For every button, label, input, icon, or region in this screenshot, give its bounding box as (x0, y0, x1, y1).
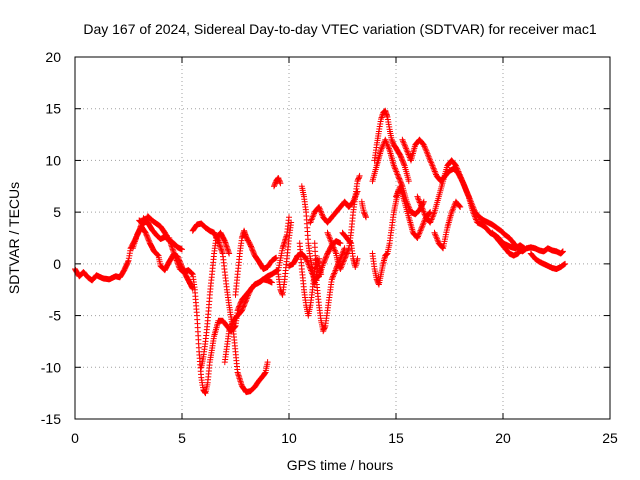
data-point-track (431, 198, 464, 252)
data-point-track (271, 175, 284, 190)
data-point-track (129, 223, 196, 292)
y-tick-label: -15 (41, 411, 61, 427)
data-point-track (221, 276, 275, 366)
data-point-track (232, 227, 280, 298)
data-point-track (307, 188, 361, 226)
y-tick-label: 15 (45, 101, 61, 117)
chart-title: Day 167 of 2024, Sidereal Day-to-day VTE… (83, 21, 596, 37)
data-point-track (371, 107, 412, 185)
data-point-track (527, 250, 569, 272)
x-tick-label: 20 (495, 430, 511, 446)
data-point-track (189, 220, 271, 396)
tick-labels: 0 5 10 15 20 25 -15 -10 -5 0 5 10 15 20 (41, 49, 618, 446)
data-point-track (339, 229, 361, 270)
x-tick-label: 15 (388, 430, 404, 446)
y-tick-label: 20 (45, 49, 61, 65)
axis-ticks (74, 56, 611, 420)
x-tick-label: 10 (281, 430, 297, 446)
data-point-track (489, 229, 526, 259)
y-axis-label: SDTVAR / TECUs (6, 182, 22, 294)
y-tick-label: -5 (49, 308, 62, 324)
y-tick-label: -10 (41, 359, 61, 375)
data-point-track (275, 219, 295, 298)
data-points (72, 107, 569, 397)
x-tick-label: 5 (178, 430, 186, 446)
y-tick-label: 0 (53, 256, 61, 272)
x-axis-label: GPS time / hours (287, 457, 394, 473)
data-point-track (369, 188, 402, 288)
y-tick-label: 5 (53, 204, 61, 220)
data-point-track (198, 229, 233, 371)
x-tick-label: 0 (71, 430, 79, 446)
plot-frame (74, 56, 611, 420)
data-point-track (136, 213, 185, 253)
data-point-track (324, 172, 363, 272)
data-point-track (358, 198, 369, 221)
x-tick-label: 25 (602, 430, 618, 446)
y-tick-label: 10 (45, 152, 61, 168)
